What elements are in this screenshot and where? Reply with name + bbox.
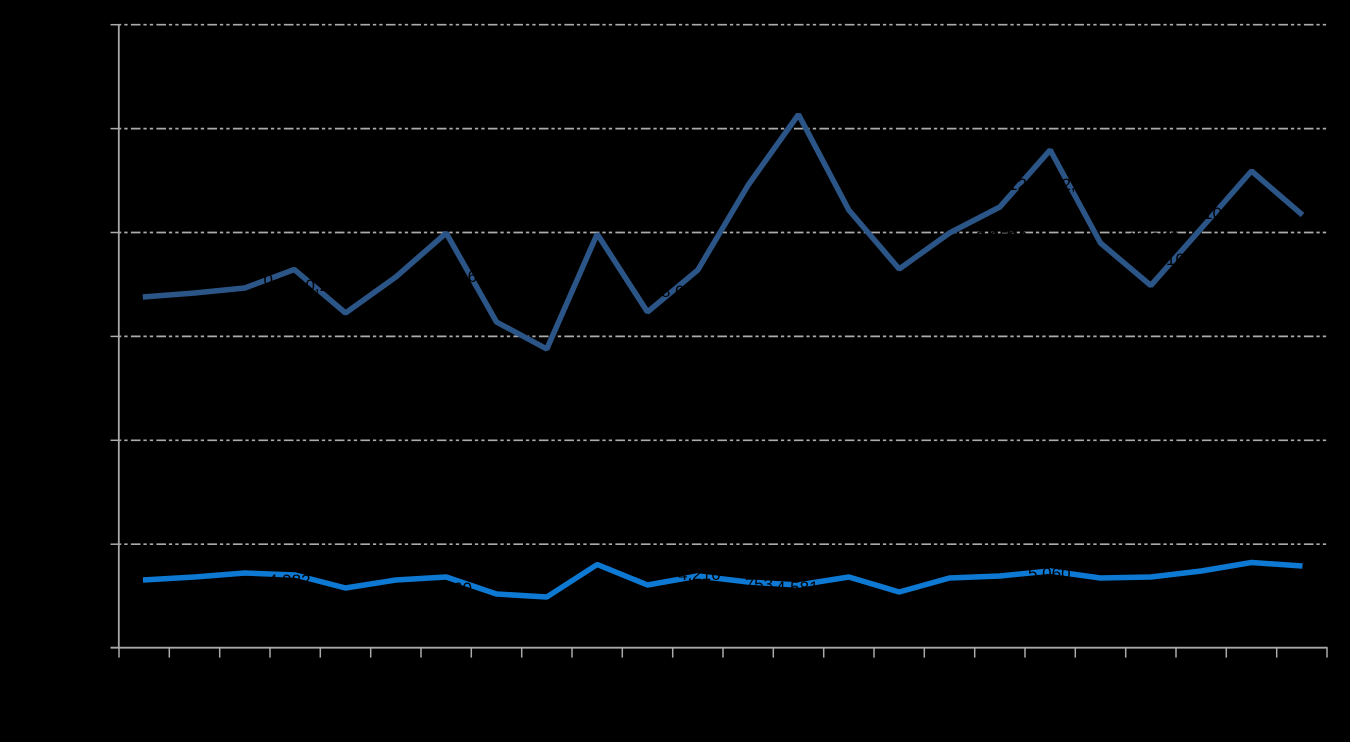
svg-text:4,982: 4,982 (268, 571, 311, 590)
svg-text:0: 0 (264, 271, 273, 290)
svg-text:10,609: 10,609 (444, 267, 496, 286)
svg-text:4,581: 4,581 (776, 578, 819, 597)
svg-text:10,250: 10,250 (296, 276, 348, 295)
svg-text:12,0520: 12,0520 (966, 228, 1027, 247)
svg-text:10,973: 10,973 (1203, 204, 1255, 223)
svg-text:12,520: 12,520 (1052, 175, 1104, 194)
svg-text:60: 60 (453, 579, 472, 598)
svg-text:12,345: 12,345 (1127, 229, 1179, 248)
svg-text:,753: ,753 (740, 575, 773, 594)
svg-text:5,060: 5,060 (1028, 564, 1071, 583)
svg-text:4,216: 4,216 (678, 565, 721, 584)
svg-text:8,062: 8,062 (661, 282, 704, 301)
svg-text:10,436: 10,436 (1166, 250, 1218, 269)
svg-text:12,062: 12,062 (1008, 175, 1060, 194)
